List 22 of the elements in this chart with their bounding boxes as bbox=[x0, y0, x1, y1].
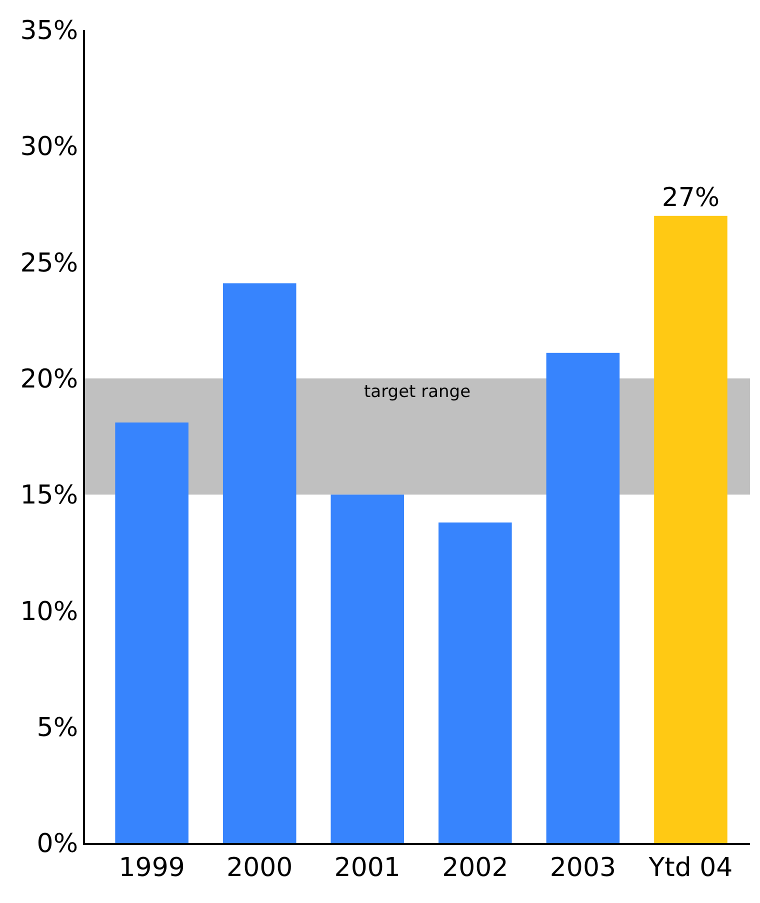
bar bbox=[222, 283, 296, 843]
x-tick-label: Ytd 04 bbox=[648, 852, 733, 883]
y-tick-label: 15% bbox=[20, 480, 78, 511]
bar bbox=[330, 494, 404, 843]
x-tick-label: 2002 bbox=[442, 852, 508, 883]
bar bbox=[115, 422, 188, 843]
data-label: 27% bbox=[662, 182, 720, 213]
band-label: target range bbox=[364, 382, 471, 402]
y-tick-label: 30% bbox=[20, 132, 78, 162]
y-tick-label: 10% bbox=[20, 596, 78, 627]
x-tick-label: 2003 bbox=[550, 852, 616, 883]
y-tick-label: 35% bbox=[20, 16, 78, 46]
bar bbox=[438, 522, 512, 843]
y-tick-label: 20% bbox=[20, 364, 78, 395]
y-tick-label: 0% bbox=[36, 829, 78, 860]
x-tick-label: 2001 bbox=[334, 852, 400, 883]
x-tick-label: 2000 bbox=[226, 852, 293, 883]
y-tick-label: 5% bbox=[36, 712, 78, 743]
bar bbox=[546, 352, 620, 843]
y-tick-label: 25% bbox=[20, 248, 78, 278]
bar bbox=[654, 216, 728, 843]
x-tick-label: 1999 bbox=[118, 852, 185, 883]
